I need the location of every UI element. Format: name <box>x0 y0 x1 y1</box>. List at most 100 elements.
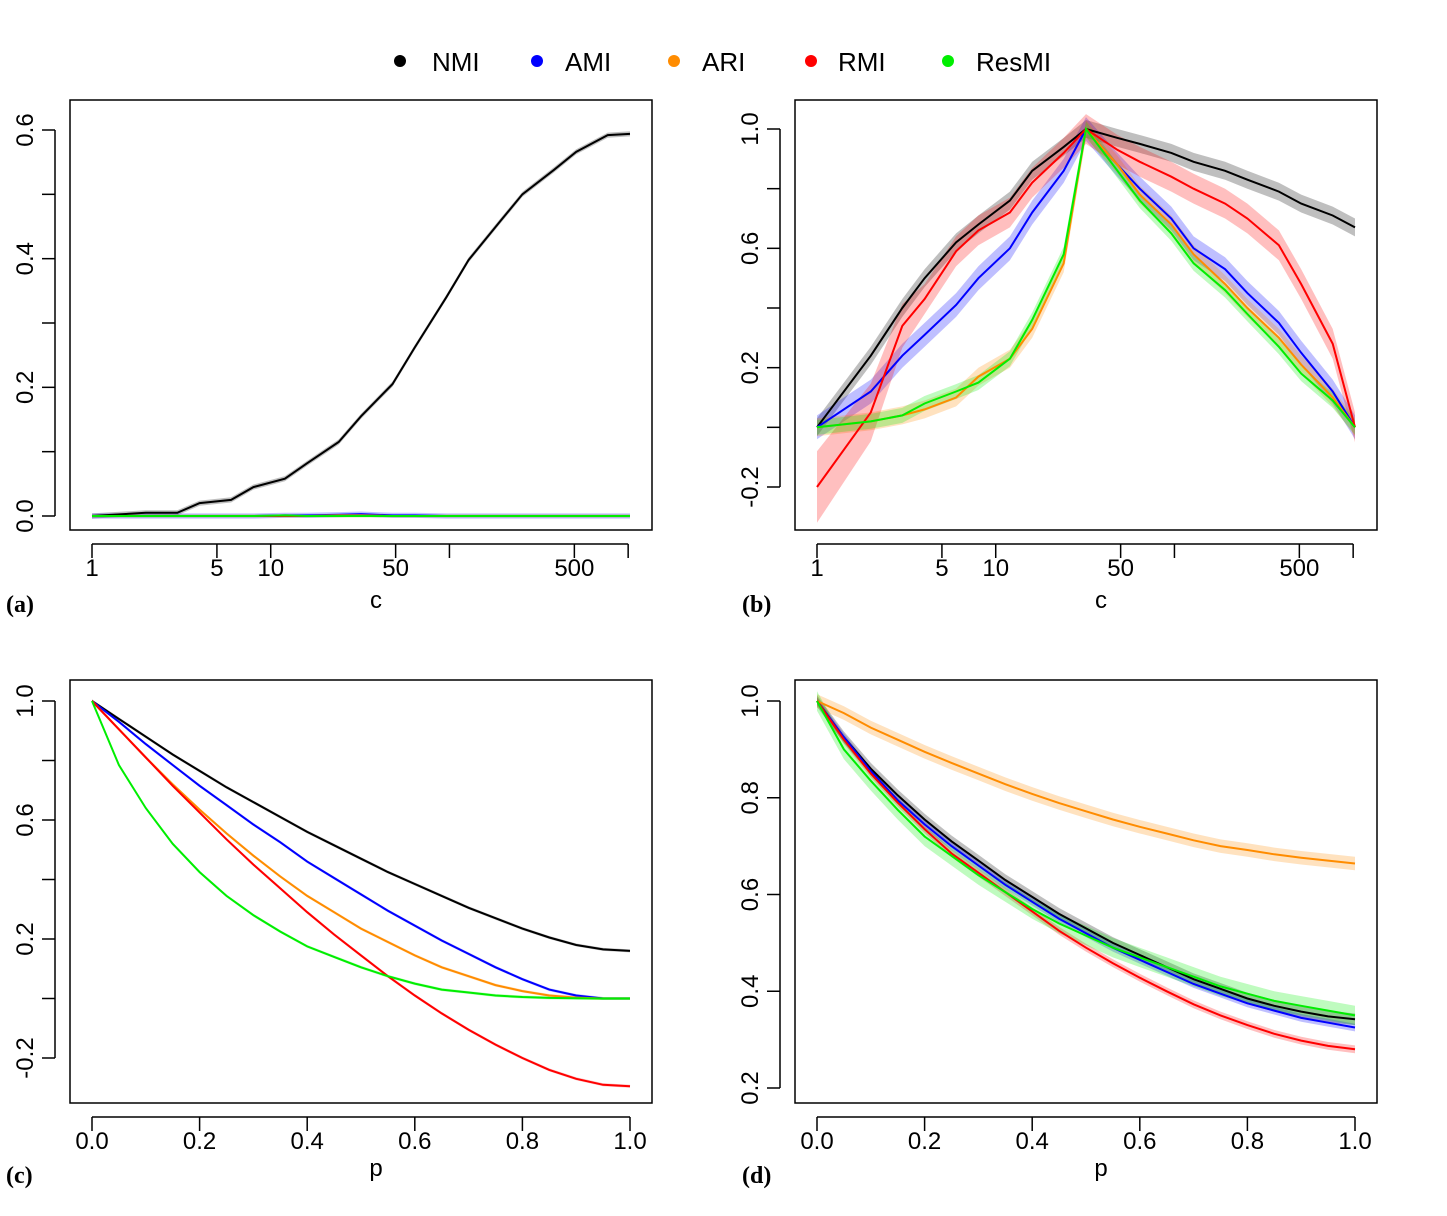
y-axis: -0.2 0.2 0.6 1.0 <box>12 684 56 1079</box>
legend-label-rmi: RMI <box>838 47 886 77</box>
y-tick-label: 0.2 <box>737 1071 764 1104</box>
y-axis: 0.0 0.2 0.4 0.6 <box>12 113 56 533</box>
x-tick-label: 0.4 <box>1016 1128 1049 1155</box>
x-tick-label: 1.0 <box>613 1128 646 1155</box>
band-ami <box>817 697 1355 1032</box>
x-tick-label: 10 <box>982 555 1009 582</box>
panel-a: 1 5 10 50 500 c 0.0 0.2 0.4 0.6 (a) <box>6 99 653 618</box>
x-tick-label: 0.2 <box>183 1128 216 1155</box>
line-nmi <box>91 700 631 952</box>
x-axis: 1 5 10 50 500 c <box>85 543 629 614</box>
x-tick-label: 0.8 <box>1231 1128 1264 1155</box>
plot-area <box>816 114 1356 523</box>
line-resmi <box>816 126 1356 429</box>
y-tick-label: 0.2 <box>12 922 39 955</box>
x-axis: 1 5 10 50 500 c <box>810 543 1354 614</box>
band-nmi <box>92 131 630 519</box>
x-tick-label: 5 <box>210 555 223 582</box>
x-tick-label: 0.2 <box>908 1128 941 1155</box>
band-rmi <box>817 114 1355 523</box>
y-tick-label: 0.2 <box>12 371 39 404</box>
legend-marker-ari <box>668 55 680 67</box>
x-tick-label: 0.0 <box>75 1128 108 1155</box>
line-ari <box>91 700 630 1000</box>
legend-marker-rmi <box>805 55 817 67</box>
legend-label-resmi: ResMI <box>976 47 1051 77</box>
y-tick-label: -0.2 <box>737 466 764 507</box>
x-tick-label: 5 <box>935 555 948 582</box>
band-nmi <box>92 699 630 953</box>
line-resmi <box>91 700 630 1000</box>
x-tick-label: 0.4 <box>291 1128 324 1155</box>
band-nmi <box>817 120 1355 437</box>
plot-area <box>91 131 631 519</box>
x-tick-label: 1 <box>85 555 98 582</box>
y-tick-label: 0.6 <box>12 803 39 836</box>
band-resmi <box>817 121 1355 435</box>
legend-marker-nmi <box>394 55 406 67</box>
plot-frame <box>69 679 653 1104</box>
y-tick-label: 0.4 <box>737 975 764 1008</box>
legend-label-ami: AMI <box>565 47 611 77</box>
y-axis: 0.2 0.4 0.6 0.8 1.0 <box>737 684 781 1105</box>
plot-frame <box>794 99 1378 531</box>
legend: NMI AMI ARI RMI ResMI <box>394 47 1051 77</box>
x-tick-label: 0.0 <box>800 1128 833 1155</box>
x-axis: 0.0 0.2 0.4 0.6 0.8 1.0 p <box>800 1116 1372 1182</box>
y-tick-label: 0.0 <box>12 499 39 532</box>
line-ami <box>816 700 1356 1029</box>
y-tick-label: 0.6 <box>12 113 39 146</box>
line-ari <box>816 126 1356 429</box>
panel-b: 1 5 10 50 500 c -0.2 0.2 0.6 1.0 (b) <box>737 99 1378 618</box>
x-tick-label: 1.0 <box>1338 1128 1371 1155</box>
line-nmi <box>816 700 1356 1021</box>
line-ami <box>816 127 1356 429</box>
x-axis: 0.0 0.2 0.4 0.6 0.8 1.0 p <box>75 1116 647 1182</box>
band-ari <box>817 120 1355 437</box>
x-axis-label: p <box>1094 1155 1107 1182</box>
y-tick-label: 1.0 <box>12 684 39 717</box>
line-rmi <box>816 700 1356 1051</box>
plot-area <box>816 691 1356 1054</box>
line-rmi <box>91 700 631 1088</box>
line-rmi <box>816 127 1356 488</box>
legend-label-ari: ARI <box>702 47 745 77</box>
x-axis-label: c <box>370 587 382 614</box>
x-tick-label: 0.6 <box>1123 1128 1156 1155</box>
x-axis-label: c <box>1095 587 1107 614</box>
x-tick-label: 500 <box>554 555 594 582</box>
x-tick-label: 0.6 <box>398 1128 431 1155</box>
panel-label: (a) <box>6 592 34 618</box>
line-ari <box>816 700 1356 865</box>
y-tick-label: 0.6 <box>737 232 764 265</box>
line-resmi <box>816 700 1356 1017</box>
plot-frame <box>69 99 653 531</box>
line-resmi <box>92 514 630 517</box>
y-tick-label: 1.0 <box>737 684 764 717</box>
legend-label-nmi: NMI <box>432 47 480 77</box>
y-tick-label: 0.8 <box>737 781 764 814</box>
y-tick-label: 0.4 <box>12 242 39 275</box>
plot-frame <box>794 679 1378 1104</box>
line-nmi <box>816 127 1356 428</box>
panel-label: (d) <box>742 1163 771 1189</box>
band-ami <box>817 117 1355 440</box>
y-tick-label: 0.6 <box>737 878 764 911</box>
x-tick-label: 10 <box>257 555 284 582</box>
x-tick-label: 0.8 <box>506 1128 539 1155</box>
plot-area <box>91 699 631 1088</box>
y-tick-label: -0.2 <box>12 1037 39 1078</box>
panel-c: 0.0 0.2 0.4 0.6 0.8 1.0 p -0.2 0.2 0.6 1.0 (c) <box>6 679 653 1189</box>
x-axis-label: p <box>369 1155 382 1182</box>
x-tick-label: 50 <box>1107 555 1134 582</box>
line-nmi <box>91 132 631 517</box>
panel-d: 0.0 0.2 0.4 0.6 0.8 1.0 p 0.2 0.4 0.6 0.8 1.0 (d) <box>737 679 1378 1189</box>
x-tick-label: 50 <box>382 555 409 582</box>
band-ari <box>817 694 1355 871</box>
x-tick-label: 500 <box>1279 555 1319 582</box>
line-ami <box>91 700 630 1000</box>
y-tick-label: 1.0 <box>737 112 764 145</box>
y-axis: -0.2 0.2 0.6 1.0 <box>737 112 781 508</box>
